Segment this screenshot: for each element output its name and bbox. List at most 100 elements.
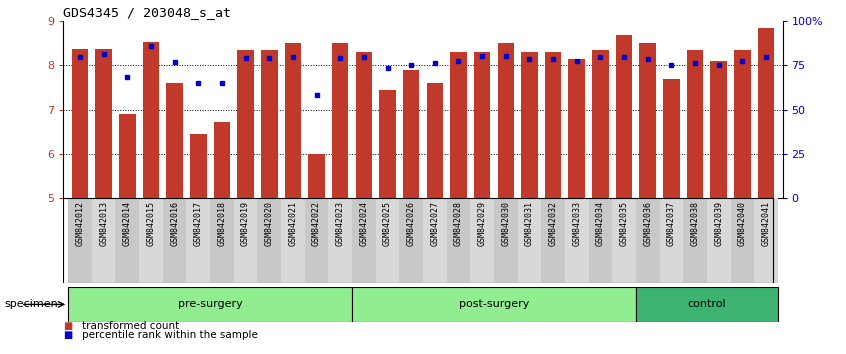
Text: GSM842017: GSM842017 <box>194 201 203 246</box>
Text: transformed count: transformed count <box>82 321 179 331</box>
Text: GSM842034: GSM842034 <box>596 201 605 246</box>
Text: GSM842014: GSM842014 <box>123 201 132 246</box>
Bar <box>352 287 636 322</box>
Text: GSM842023: GSM842023 <box>336 201 344 246</box>
Text: GSM842036: GSM842036 <box>643 201 652 246</box>
Bar <box>143 42 159 198</box>
Bar <box>162 198 186 283</box>
Bar <box>707 198 730 283</box>
Text: GSM842012: GSM842012 <box>75 201 85 246</box>
Bar <box>423 198 447 283</box>
Text: specimen: specimen <box>4 299 58 309</box>
Bar <box>521 52 538 198</box>
Bar <box>233 198 257 283</box>
Bar <box>257 198 281 283</box>
Bar <box>730 198 754 283</box>
Bar <box>636 198 660 283</box>
Text: GSM842026: GSM842026 <box>407 201 415 246</box>
Bar <box>308 154 325 198</box>
Text: percentile rank within the sample: percentile rank within the sample <box>82 330 258 339</box>
Text: GSM842013: GSM842013 <box>99 201 108 246</box>
Bar <box>186 198 210 283</box>
Text: pre-surgery: pre-surgery <box>178 299 243 309</box>
Bar <box>541 198 565 283</box>
Bar <box>592 50 608 198</box>
Bar <box>119 114 135 198</box>
Bar <box>474 52 491 198</box>
Bar <box>565 198 589 283</box>
Bar <box>284 44 301 198</box>
Bar <box>92 198 116 283</box>
Bar <box>69 287 352 322</box>
Text: GSM842032: GSM842032 <box>548 201 558 246</box>
Text: GSM842020: GSM842020 <box>265 201 274 246</box>
Bar <box>613 198 636 283</box>
Bar <box>758 28 774 198</box>
Text: control: control <box>688 299 726 309</box>
Bar <box>332 44 349 198</box>
Bar <box>305 198 328 283</box>
Text: GSM842028: GSM842028 <box>454 201 463 246</box>
Bar <box>470 198 494 283</box>
Text: GSM842022: GSM842022 <box>312 201 321 246</box>
Text: GSM842021: GSM842021 <box>288 201 298 246</box>
Bar <box>281 198 305 283</box>
Bar <box>379 90 396 198</box>
Bar <box>214 122 230 198</box>
Bar <box>660 198 684 283</box>
Bar <box>569 59 585 198</box>
Bar <box>328 198 352 283</box>
Bar <box>663 79 679 198</box>
Bar <box>352 198 376 283</box>
Bar <box>616 35 632 198</box>
Bar <box>167 83 183 198</box>
Bar <box>261 50 277 198</box>
Text: GSM842016: GSM842016 <box>170 201 179 246</box>
Text: GSM842019: GSM842019 <box>241 201 250 246</box>
Bar <box>545 52 562 198</box>
Bar <box>754 198 777 283</box>
Bar <box>494 198 518 283</box>
Bar <box>69 198 92 283</box>
Bar <box>96 48 112 198</box>
Bar <box>72 48 88 198</box>
Text: GDS4345 / 203048_s_at: GDS4345 / 203048_s_at <box>63 6 232 19</box>
Text: GSM842025: GSM842025 <box>383 201 392 246</box>
Bar <box>711 61 727 198</box>
Bar <box>139 198 162 283</box>
Text: GSM842030: GSM842030 <box>502 201 510 246</box>
Text: GSM842039: GSM842039 <box>714 201 723 246</box>
Bar <box>636 287 777 322</box>
Text: GSM842038: GSM842038 <box>690 201 700 246</box>
Text: GSM842024: GSM842024 <box>360 201 368 246</box>
Bar <box>355 52 372 198</box>
Text: post-surgery: post-surgery <box>459 299 529 309</box>
Bar <box>399 198 423 283</box>
Bar <box>403 70 420 198</box>
Text: GSM842040: GSM842040 <box>738 201 747 246</box>
Bar <box>376 198 399 283</box>
Bar <box>684 198 707 283</box>
Bar <box>190 134 206 198</box>
Bar <box>497 44 514 198</box>
Text: GSM842018: GSM842018 <box>217 201 227 246</box>
Text: GSM842037: GSM842037 <box>667 201 676 246</box>
Text: GSM842041: GSM842041 <box>761 201 771 246</box>
Bar <box>238 50 254 198</box>
Bar <box>687 50 703 198</box>
Text: ■: ■ <box>63 330 73 339</box>
Bar <box>426 83 443 198</box>
Text: GSM842015: GSM842015 <box>146 201 156 246</box>
Bar <box>640 44 656 198</box>
Text: GSM842027: GSM842027 <box>431 201 439 246</box>
Text: GSM842035: GSM842035 <box>619 201 629 246</box>
Bar <box>450 52 467 198</box>
Text: GSM842033: GSM842033 <box>572 201 581 246</box>
Bar <box>447 198 470 283</box>
Bar <box>210 198 233 283</box>
Bar <box>518 198 541 283</box>
Text: ■: ■ <box>63 321 73 331</box>
Bar <box>116 198 139 283</box>
Bar <box>589 198 613 283</box>
Text: GSM842029: GSM842029 <box>478 201 486 246</box>
